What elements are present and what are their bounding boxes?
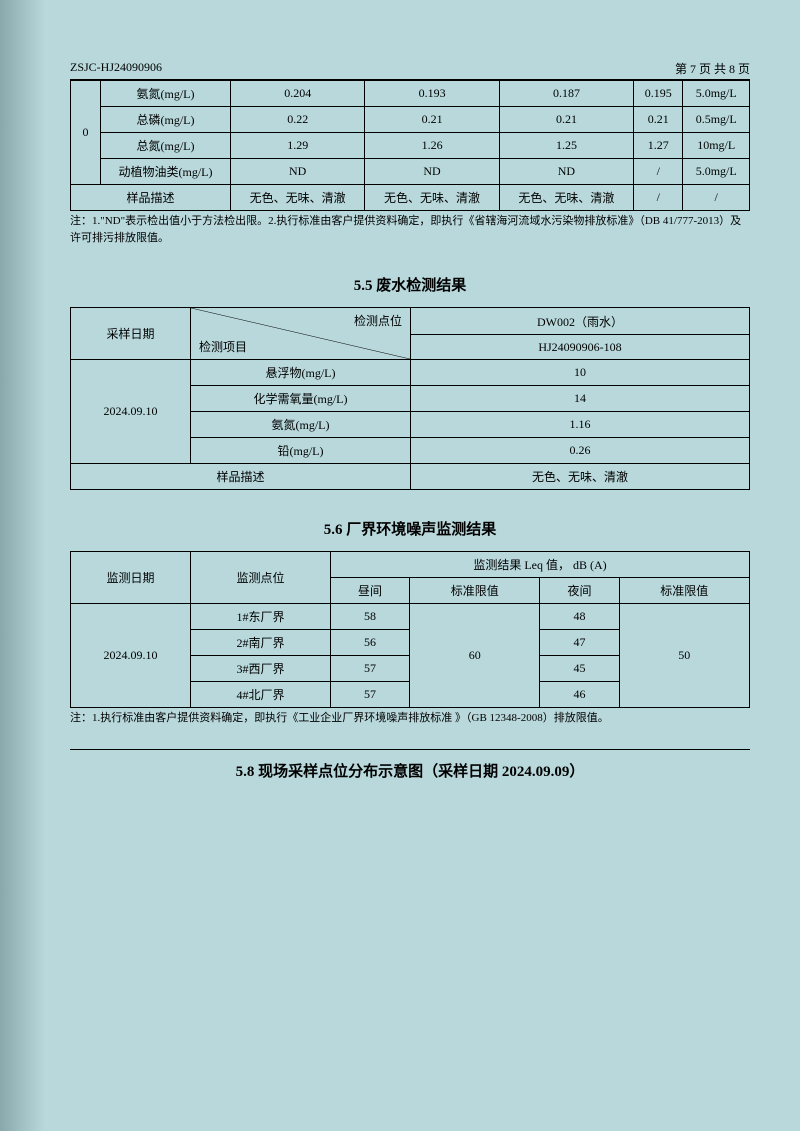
page-header: ZSJC-HJ24090906 第 7 页 共 8 页 — [70, 60, 750, 80]
section-5-6-title: 5.6 厂界环境噪声监测结果 — [70, 518, 750, 539]
value-cell: 1.25 — [499, 133, 633, 159]
value-cell: 0.204 — [231, 81, 365, 107]
table-row: 2024.09.10 1#东厂界 58 60 48 50 — [71, 604, 750, 630]
table-5-continued: 0 氨氮(mg/L) 0.204 0.193 0.187 0.195 5.0mg… — [70, 80, 750, 211]
table-row: 监测日期 监测点位 监测结果 Leq 值， dB (A) — [71, 552, 750, 578]
col-std1: 标准限值 — [410, 578, 540, 604]
night-cell: 48 — [540, 604, 619, 630]
col-day: 昼间 — [331, 578, 410, 604]
desc-cell: / — [683, 185, 750, 211]
point-cell: 2#南厂界 — [191, 630, 331, 656]
value-cell: / — [634, 159, 683, 185]
value-cell: 1.29 — [231, 133, 365, 159]
limit-cell: 0.5mg/L — [683, 107, 750, 133]
col-night: 夜间 — [540, 578, 619, 604]
value-cell: 1.26 — [365, 133, 499, 159]
value-cell: 1.27 — [634, 133, 683, 159]
value-cell: 0.21 — [634, 107, 683, 133]
point-cell: 4#北厂界 — [191, 682, 331, 708]
point-label: 监测点位 — [191, 552, 331, 604]
point-cell: 3#西厂界 — [191, 656, 331, 682]
value-cell: ND — [499, 159, 633, 185]
date-label: 监测日期 — [71, 552, 191, 604]
table-5-5: 采样日期 检测点位 检测项目 DW002（雨水） HJ24090906-108 … — [70, 307, 750, 490]
param-cell: 氨氮(mg/L) — [101, 81, 231, 107]
table-row: 采样日期 检测点位 检测项目 DW002（雨水） — [71, 308, 750, 335]
diag-bot-label: 检测项目 — [199, 338, 247, 355]
sample-date-label: 采样日期 — [71, 308, 191, 360]
param-cell: 悬浮物(mg/L) — [191, 360, 411, 386]
param-cell: 动植物油类(mg/L) — [101, 159, 231, 185]
point-name: DW002（雨水） — [411, 308, 750, 335]
col-std2: 标准限值 — [619, 578, 749, 604]
day-cell: 57 — [331, 682, 410, 708]
table-row: 动植物油类(mg/L) ND ND ND / 5.0mg/L — [71, 159, 750, 185]
param-cell: 总磷(mg/L) — [101, 107, 231, 133]
limit-cell: 10mg/L — [683, 133, 750, 159]
table-row: 总磷(mg/L) 0.22 0.21 0.21 0.21 0.5mg/L — [71, 107, 750, 133]
result-header-text: 监测结果 Leq 值， dB (A) — [473, 558, 606, 572]
desc-cell: 无色、无味、清澈 — [365, 185, 499, 211]
monitor-date: 2024.09.10 — [71, 604, 191, 708]
value-cell: ND — [231, 159, 365, 185]
value-cell: 0.193 — [365, 81, 499, 107]
desc-label: 样品描述 — [71, 185, 231, 211]
day-cell: 56 — [331, 630, 410, 656]
std-day: 60 — [410, 604, 540, 708]
value-cell: 0.195 — [634, 81, 683, 107]
value-cell: 14 — [411, 386, 750, 412]
night-cell: 45 — [540, 656, 619, 682]
table-row: 样品描述 无色、无味、清澈 无色、无味、清澈 无色、无味、清澈 / / — [71, 185, 750, 211]
value-cell: 0.22 — [231, 107, 365, 133]
desc-cell: 无色、无味、清澈 — [231, 185, 365, 211]
value-cell: 0.26 — [411, 438, 750, 464]
diag-top-label: 检测点位 — [354, 312, 402, 329]
table-row: 2024.09.10 悬浮物(mg/L) 10 — [71, 360, 750, 386]
value-cell: 0.21 — [365, 107, 499, 133]
sample-id: HJ24090906-108 — [411, 335, 750, 360]
table-row: 0 氨氮(mg/L) 0.204 0.193 0.187 0.195 5.0mg… — [71, 81, 750, 107]
section-5-8-title: 5.8 现场采样点位分布示意图（采样日期 2024.09.09） — [70, 749, 750, 781]
section-5-5-title: 5.5 废水检测结果 — [70, 274, 750, 295]
doc-number: ZSJC-HJ24090906 — [70, 60, 162, 77]
param-cell: 化学需氧量(mg/L) — [191, 386, 411, 412]
day-cell: 57 — [331, 656, 410, 682]
table-5-6: 监测日期 监测点位 监测结果 Leq 值， dB (A) 昼间 标准限值 夜间 … — [70, 551, 750, 708]
value-cell: ND — [365, 159, 499, 185]
row-index: 0 — [71, 81, 101, 185]
day-cell: 58 — [331, 604, 410, 630]
sample-date: 2024.09.10 — [71, 360, 191, 464]
desc-cell: / — [634, 185, 683, 211]
param-cell: 氨氮(mg/L) — [191, 412, 411, 438]
desc-cell: 无色、无味、清澈 — [499, 185, 633, 211]
table56-note: 注：1.执行标准由客户提供资料确定，即执行《工业企业厂界环境噪声排放标准 》（G… — [70, 710, 750, 727]
night-cell: 46 — [540, 682, 619, 708]
value-cell: 0.21 — [499, 107, 633, 133]
night-cell: 47 — [540, 630, 619, 656]
desc-val: 无色、无味、清澈 — [411, 464, 750, 490]
diagonal-header: 检测点位 检测项目 — [191, 308, 411, 360]
table-row: 样品描述 无色、无味、清澈 — [71, 464, 750, 490]
value-cell: 0.187 — [499, 81, 633, 107]
value-cell: 10 — [411, 360, 750, 386]
table1-note: 注：1."ND"表示检出值小于方法检出限。2.执行标准由客户提供资料确定，即执行… — [70, 213, 750, 246]
result-header: 监测结果 Leq 值， dB (A) — [331, 552, 750, 578]
param-cell: 总氮(mg/L) — [101, 133, 231, 159]
point-cell: 1#东厂界 — [191, 604, 331, 630]
limit-cell: 5.0mg/L — [683, 159, 750, 185]
page-info: 第 7 页 共 8 页 — [675, 60, 750, 77]
limit-cell: 5.0mg/L — [683, 81, 750, 107]
table-row: 总氮(mg/L) 1.29 1.26 1.25 1.27 10mg/L — [71, 133, 750, 159]
value-cell: 1.16 — [411, 412, 750, 438]
std-night: 50 — [619, 604, 749, 708]
param-cell: 铅(mg/L) — [191, 438, 411, 464]
desc-label: 样品描述 — [71, 464, 411, 490]
